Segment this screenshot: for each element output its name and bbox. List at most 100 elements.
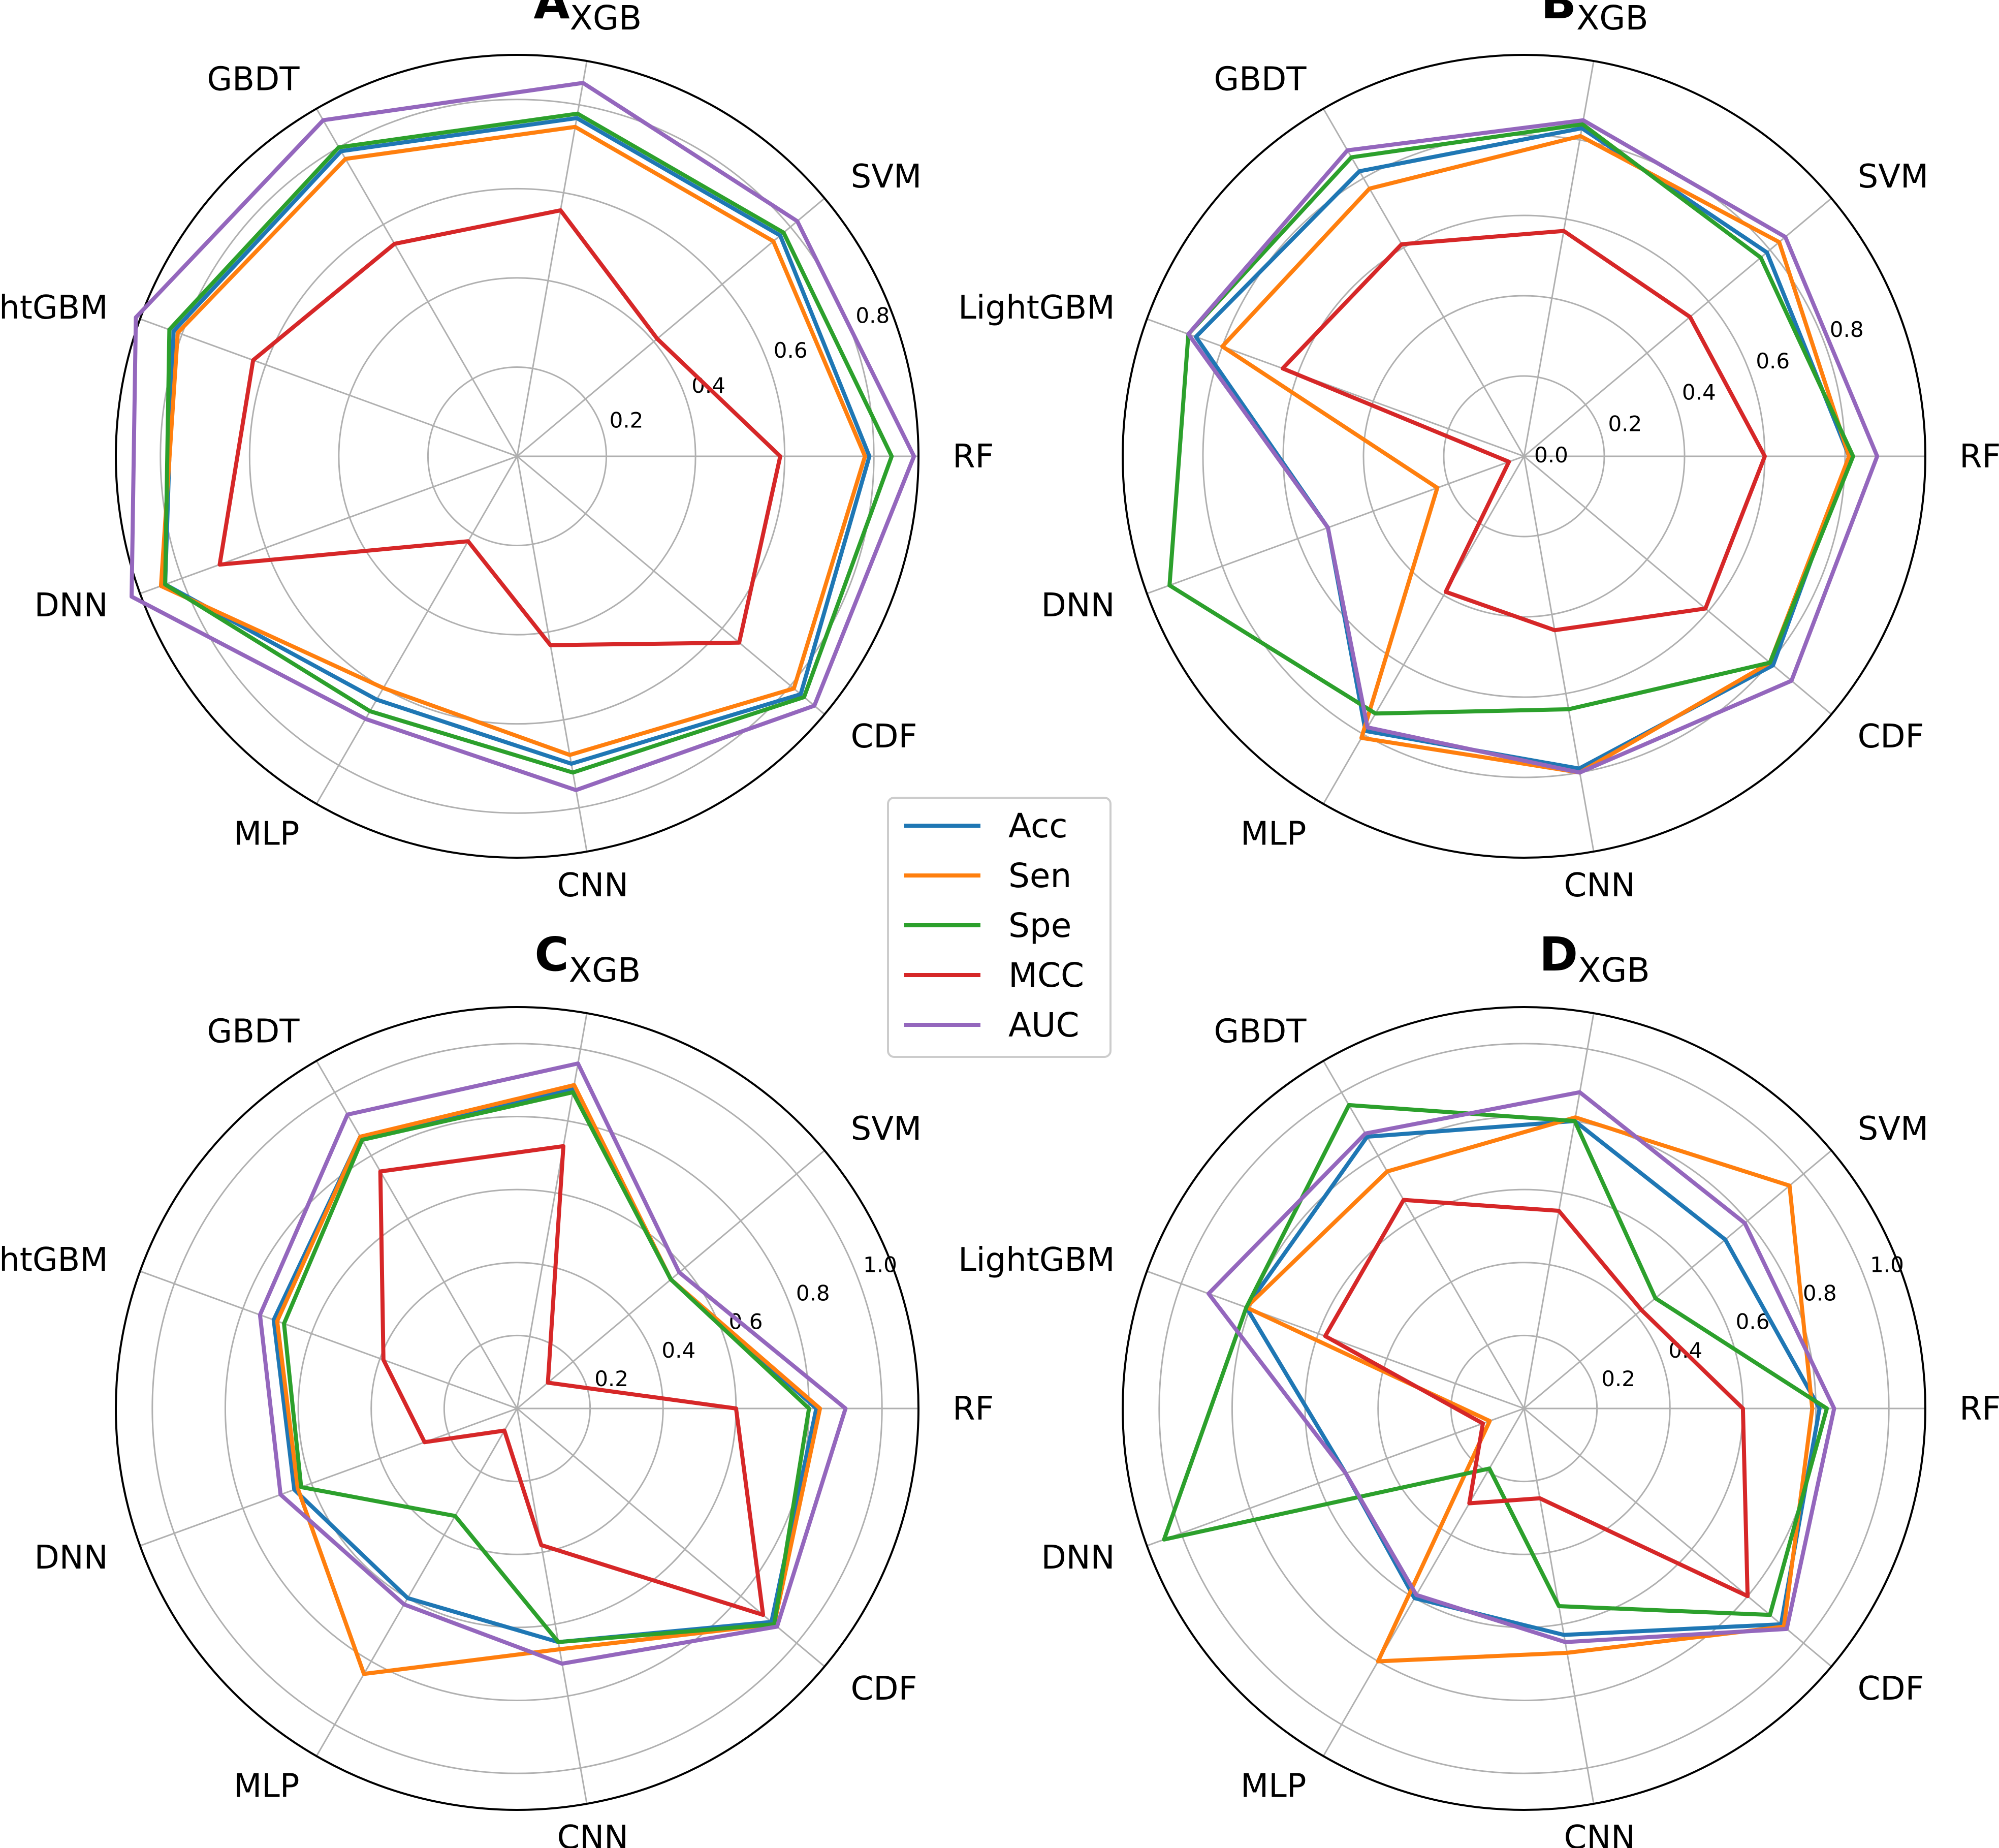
spoke-xgb (516, 1013, 588, 1409)
radial-tick-label: 0.6 (1736, 1309, 1770, 1334)
radial-tick-label: 0.8 (1803, 1281, 1837, 1306)
axis-label-cnn: CNN (1564, 867, 1635, 904)
radar-frame (115, 54, 919, 859)
axis-label-cnn: CNN (557, 867, 628, 904)
axis-label-svm: SVM (1858, 1110, 1929, 1148)
series-line-auc (1207, 1090, 1836, 1644)
axis-label-cnn: CNN (557, 1819, 628, 1848)
spoke-cnn (516, 456, 588, 852)
radar-panel-a: 0.20.40.60.8RFSVMGBDTLightGBMDNNMLPCNNCD… (0, 0, 994, 904)
radial-tick-label: 0.4 (1682, 380, 1716, 405)
panel-title-d: DXGB (1539, 927, 1650, 990)
radar-frame (115, 1006, 919, 1811)
radial-tick-label: 0.6 (1756, 349, 1790, 373)
spoke-mlp (1322, 456, 1525, 804)
series-line-spe (1162, 1103, 1829, 1617)
spoke-mlp (315, 456, 518, 804)
panel-title-letter: A (533, 0, 569, 29)
spoke-dnn (140, 1407, 518, 1547)
series-line-sen (275, 1083, 822, 1676)
axis-label-gbdt: GBDT (1214, 1013, 1307, 1051)
radar-panel-d: 0.20.40.60.81.0RFSVMGBDTLightGBMDNNMLPCN… (958, 927, 1999, 1848)
spoke-gbdt (1322, 108, 1525, 457)
spoke-mlp (1322, 1408, 1525, 1757)
axis-label-xgb: XGB (1578, 951, 1650, 990)
legend: Acc Sen Spe MCC AUC (887, 797, 1112, 1058)
spoke-cdf (1524, 455, 1832, 715)
axis-label-cdf: CDF (851, 718, 917, 756)
series-line-auc (130, 81, 916, 792)
axis-label-cdf: CDF (1858, 1670, 1924, 1708)
series-line-sen (1220, 134, 1851, 775)
series-line-auc (258, 1061, 848, 1666)
axis-label-svm: SVM (851, 158, 922, 196)
spoke-dnn (1147, 1407, 1525, 1547)
radial-tick-label: 0.2 (594, 1366, 628, 1391)
radar-panel-c: 0.2 0.4 0.6 0.8 1.0 RF SVM GBDT LightGBM DNN MLP CN… (0, 927, 994, 1848)
radial-tick-label: 0.2 (1601, 1366, 1635, 1391)
legend-label-auc: AUC (1008, 1006, 1080, 1045)
radial-tick-label: 0.0 (1534, 443, 1568, 467)
legend-label-mcc: MCC (1008, 956, 1084, 995)
radar-frame (1122, 54, 1926, 859)
series-line-spe (163, 111, 894, 775)
axis-label-dnn: DNN (35, 1539, 108, 1577)
spoke-dnn (1147, 455, 1525, 594)
axis-label-xgb: XGB (1576, 0, 1648, 38)
radial-tick-label: 0.8 (796, 1281, 830, 1306)
spoke-gbdt (315, 108, 518, 457)
radial-tick-label: 1.0 (1870, 1252, 1904, 1277)
axis-label-lightgbm: LightGBM (958, 1241, 1115, 1279)
series-line-auc (1186, 118, 1880, 775)
radial-tick-label: 1.0 (863, 1252, 897, 1277)
axis-label-xgb: XGB (569, 951, 641, 990)
series-line-mcc (1323, 1198, 1750, 1599)
spoke-cnn (516, 1408, 588, 1804)
axis-label-xgb: XGB (570, 0, 642, 38)
radar-panel-b: 0.0 0.2 0.4 0.6 0.8 RF SVM GBDT LightGBM DNN MLP CN… (958, 0, 1999, 904)
panel-title-letter: B (1541, 0, 1576, 29)
legend-entry-mcc: MCC (904, 956, 1084, 995)
radial-tick-label: 0.6 (729, 1309, 763, 1334)
axis-label-cnn: CNN (1564, 1819, 1635, 1848)
legend-entry-auc: AUC (904, 1006, 1080, 1045)
axis-label-mlp: MLP (1241, 815, 1306, 853)
spoke-lightgbm (1147, 318, 1525, 457)
spoke-gbdt (1322, 1060, 1525, 1409)
series-line-sen (158, 124, 867, 757)
series-line-mcc (1280, 229, 1767, 633)
panel-title-a: AXGB (533, 0, 642, 38)
series-line-spe (282, 1090, 811, 1644)
series-line-mcc (217, 208, 782, 647)
series-line-sen (1244, 1115, 1815, 1664)
axis-label-svm: SVM (1858, 158, 1929, 196)
spoke-lightgbm (140, 318, 518, 457)
legend-label-spe: Spe (1008, 906, 1071, 945)
axis-label-mlp: MLP (234, 1767, 299, 1805)
spoke-gbdt (315, 1060, 518, 1409)
spoke-dnn (140, 455, 518, 594)
axis-label-dnn: DNN (1041, 587, 1115, 624)
axis-label-lightgbm: LightGBM (0, 289, 108, 327)
radial-tick-label: 0.4 (661, 1338, 695, 1363)
radar-frame (1122, 1006, 1926, 1811)
radial-tick-label: 0.6 (774, 338, 808, 363)
legend-label-acc: Acc (1008, 806, 1068, 845)
axis-label-rf: RF (1959, 1390, 1999, 1428)
series-line-spe (1167, 122, 1855, 716)
axis-label-rf: RF (953, 438, 994, 476)
axis-label-mlp: MLP (1241, 1767, 1306, 1805)
axis-label-cdf: CDF (1858, 718, 1924, 756)
spoke-svm (1524, 1150, 1832, 1410)
series-line-acc (1244, 1119, 1822, 1637)
radial-tick-label: 0.8 (1830, 317, 1864, 342)
axis-label-svm: SVM (851, 1110, 922, 1148)
axis-label-gbdt: GBDT (207, 61, 300, 99)
series-line-mcc (378, 1144, 766, 1617)
axis-label-mlp: MLP (234, 815, 299, 853)
panel-title-letter: D (1539, 927, 1578, 982)
axis-label-dnn: DNN (35, 587, 108, 624)
radial-tick-label: 0.2 (610, 408, 644, 432)
